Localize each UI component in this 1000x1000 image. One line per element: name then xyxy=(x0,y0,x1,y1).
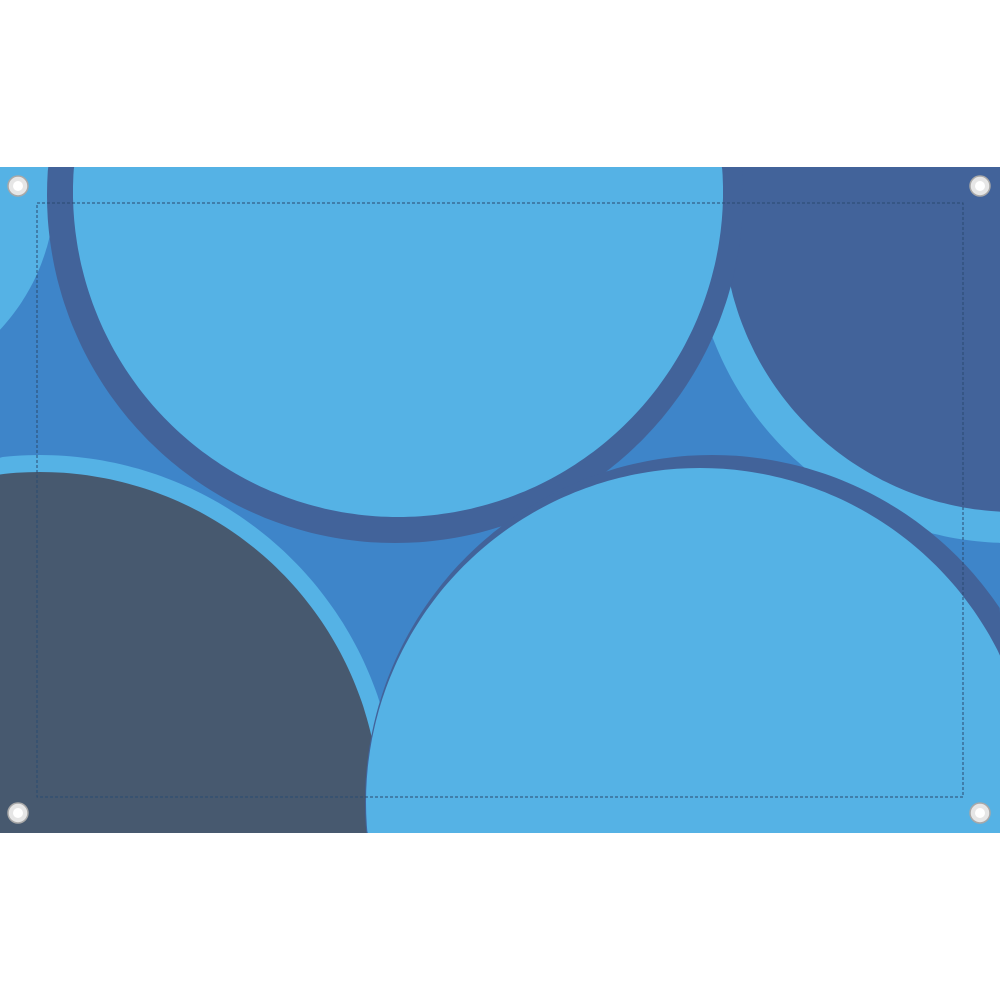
grommets xyxy=(7,175,991,824)
circle-left-top xyxy=(0,167,55,395)
grommet-icon xyxy=(969,802,991,824)
grommet-icon xyxy=(7,175,29,197)
circle-top-right xyxy=(723,167,1000,512)
grommet-icon xyxy=(969,175,991,197)
circle-bottom-right xyxy=(366,468,1000,833)
circle-bottom-left xyxy=(0,472,380,833)
circle-top xyxy=(73,167,723,517)
grommet-icon xyxy=(7,802,29,824)
stitch-line xyxy=(36,202,964,798)
